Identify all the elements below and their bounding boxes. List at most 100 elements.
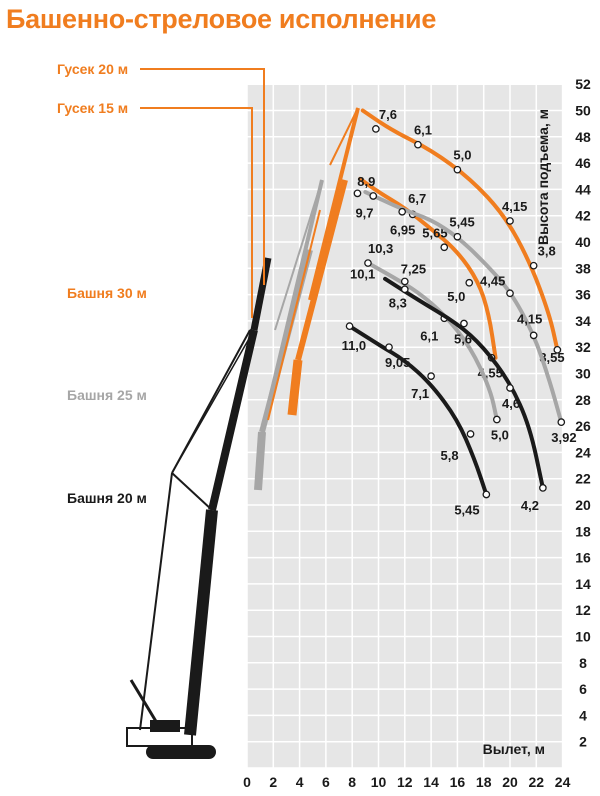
x-tick-label: 6 xyxy=(322,774,330,790)
y-tick-label: 26 xyxy=(575,418,591,434)
load-curve xyxy=(358,176,498,360)
load-curve xyxy=(365,261,499,422)
crane-stay xyxy=(139,472,173,731)
load-curve xyxy=(360,108,560,352)
x-tick-label: 18 xyxy=(476,774,492,790)
axis-ticks: 0 2 4 6 8 10 12 14 16 18 20 22 242468101214161820222… xyxy=(243,76,591,790)
x-tick-label: 12 xyxy=(397,774,413,790)
x-tick-label: 0 xyxy=(243,774,251,790)
load-curve xyxy=(363,190,564,425)
jib-orange-2 xyxy=(329,107,359,166)
data-point xyxy=(372,125,380,133)
data-point xyxy=(553,345,562,354)
tower-25m xyxy=(254,431,266,491)
y-tick-label: 20 xyxy=(575,497,591,513)
data-label: 9,05 xyxy=(385,355,410,370)
data-point xyxy=(385,343,393,352)
data-point xyxy=(506,384,514,392)
data-point xyxy=(492,415,501,424)
data-label: 4,2 xyxy=(521,498,539,513)
boom-20m xyxy=(208,329,258,511)
data-point xyxy=(506,289,514,298)
jib-orange xyxy=(308,107,360,301)
data-point xyxy=(414,140,422,149)
jib-gray-2 xyxy=(274,179,323,331)
x-axis-label: Вылет, м xyxy=(483,741,545,757)
data-label: 5,0 xyxy=(453,148,471,163)
data-label: 6,7 xyxy=(408,191,426,206)
y-tick-label: 38 xyxy=(575,260,591,276)
y-axis-label: Высота подъема, м xyxy=(535,109,551,245)
data-point xyxy=(453,232,462,241)
jib-black xyxy=(250,257,272,331)
y-tick-label: 34 xyxy=(575,313,591,329)
configuration-leaders xyxy=(140,68,265,318)
data-point xyxy=(353,189,362,198)
y-tick-label: 50 xyxy=(575,103,591,119)
y-tick-label: 52 xyxy=(575,76,591,92)
data-point xyxy=(400,277,409,286)
data-point xyxy=(529,331,538,340)
x-tick-label: 2 xyxy=(269,774,277,790)
data-point xyxy=(506,217,514,225)
configuration-label: Башня 20 м xyxy=(67,490,147,506)
data-label: 3,8 xyxy=(538,244,556,259)
y-tick-label: 8 xyxy=(579,655,587,671)
page-title: Башенно-стреловое исполнение xyxy=(6,4,437,34)
boom-30m xyxy=(295,179,348,361)
data-point xyxy=(460,319,468,328)
data-point xyxy=(427,372,435,380)
data-label: 5,0 xyxy=(491,428,509,443)
data-point xyxy=(482,490,491,499)
data-label: 4,45 xyxy=(480,273,505,288)
y-tick-label: 22 xyxy=(575,471,591,487)
tower-30m xyxy=(287,359,303,416)
configuration-label: Башня 25 м xyxy=(67,387,147,403)
data-label: 8,9 xyxy=(357,174,375,189)
data-label: 10,1 xyxy=(350,267,375,282)
jib-gray xyxy=(260,179,324,433)
crane-stay-3 xyxy=(171,472,213,511)
data-label: 9,7 xyxy=(355,205,373,220)
data-label: 3,55 xyxy=(539,350,564,365)
data-point xyxy=(345,322,354,331)
load-curves: 7,66,15,04,153,83,559,76,95 5,655,04,558,… xyxy=(342,107,577,518)
data-label: 5,65 xyxy=(422,225,447,240)
data-label: 6,95 xyxy=(390,222,415,237)
leader-gusek-20 xyxy=(140,68,265,285)
data-label: 5,6 xyxy=(454,332,472,347)
y-tick-label: 36 xyxy=(575,287,591,303)
data-label: 4,15 xyxy=(517,311,542,326)
x-tick-label: 10 xyxy=(371,774,387,790)
y-tick-label: 2 xyxy=(579,734,587,750)
y-tick-label: 24 xyxy=(575,444,591,460)
configuration-label: Гусек 20 м xyxy=(57,61,128,77)
y-tick-label: 42 xyxy=(575,208,591,224)
crane-illustration xyxy=(126,107,360,759)
data-label: 5,0 xyxy=(447,289,465,304)
data-point xyxy=(557,418,566,427)
y-tick-label: 16 xyxy=(575,550,591,566)
crane-crawler xyxy=(146,745,216,759)
y-tick-label: 10 xyxy=(575,629,591,645)
data-point xyxy=(539,484,547,492)
data-label: 5,8 xyxy=(441,448,459,463)
y-tick-label: 32 xyxy=(575,339,591,355)
y-tick-label: 46 xyxy=(575,155,591,171)
y-tick-label: 40 xyxy=(575,234,591,250)
data-point xyxy=(400,285,409,294)
data-point xyxy=(369,192,378,200)
tower-20m xyxy=(184,509,218,736)
y-tick-label: 12 xyxy=(575,602,591,618)
data-point xyxy=(529,261,538,270)
data-label: 4,6 xyxy=(502,396,520,411)
data-point xyxy=(453,165,462,174)
y-tick-label: 44 xyxy=(575,181,591,197)
y-tick-label: 18 xyxy=(575,523,591,539)
load-curve xyxy=(347,324,489,497)
data-label: 5,45 xyxy=(449,215,474,230)
configuration-label: Башня 30 м xyxy=(67,285,147,301)
x-tick-label: 4 xyxy=(296,774,304,790)
y-tick-label: 30 xyxy=(575,366,591,382)
